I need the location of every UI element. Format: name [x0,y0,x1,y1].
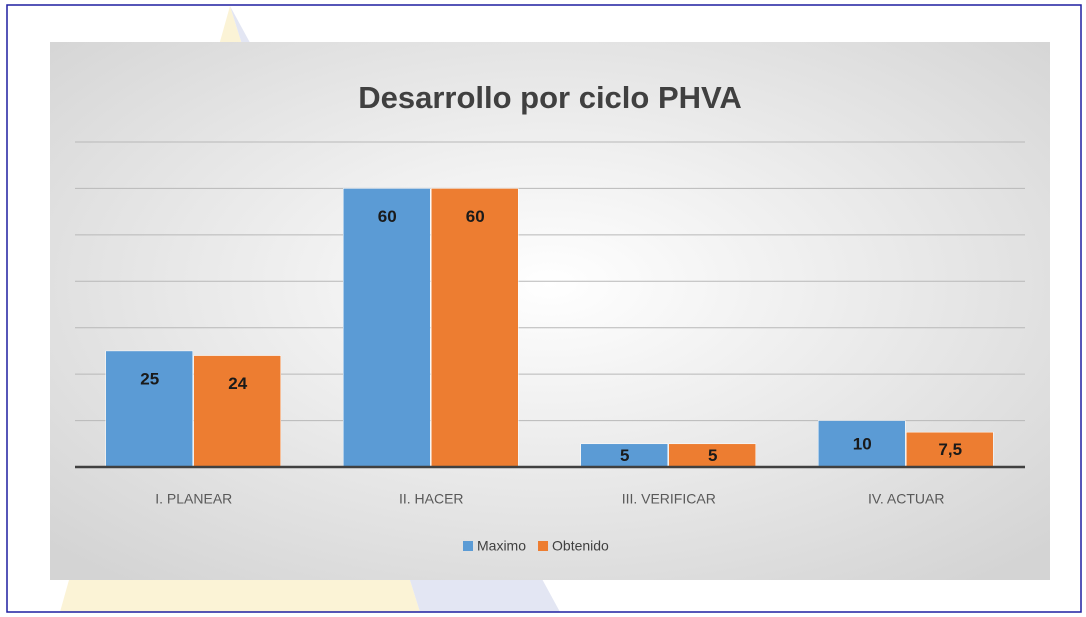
chart-title: Desarrollo por ciclo PHVA [358,80,742,115]
legend-swatch [463,541,473,551]
data-label: 60 [466,207,485,226]
data-label: 7,5 [938,440,962,459]
legend-swatch [538,541,549,551]
slide-frame [6,4,1082,613]
bar [818,420,906,468]
data-label: 10 [853,434,872,453]
bar [431,188,519,468]
data-label: 5 [708,446,717,465]
legend-label: Maximo [477,538,526,554]
x-tick-label: IV. ACTUAR [868,491,945,507]
bar [193,355,281,468]
x-tick-label: I. PLANEAR [155,491,232,507]
bar [906,431,994,468]
x-tick-label: II. HACER [399,491,464,507]
data-label: 25 [140,369,159,388]
bar [343,188,431,468]
plot: I. PLANEAR 25 24 II. HACER 60 60 III. VERIFICA… [75,141,1025,554]
data-label: 5 [620,446,629,465]
legend-label: Obtenido [552,538,609,554]
bar [105,350,193,468]
data-label: 60 [378,207,397,226]
x-tick-label: III. VERIFICAR [622,491,716,507]
data-label: 24 [228,374,247,393]
chart-area [50,42,1050,580]
